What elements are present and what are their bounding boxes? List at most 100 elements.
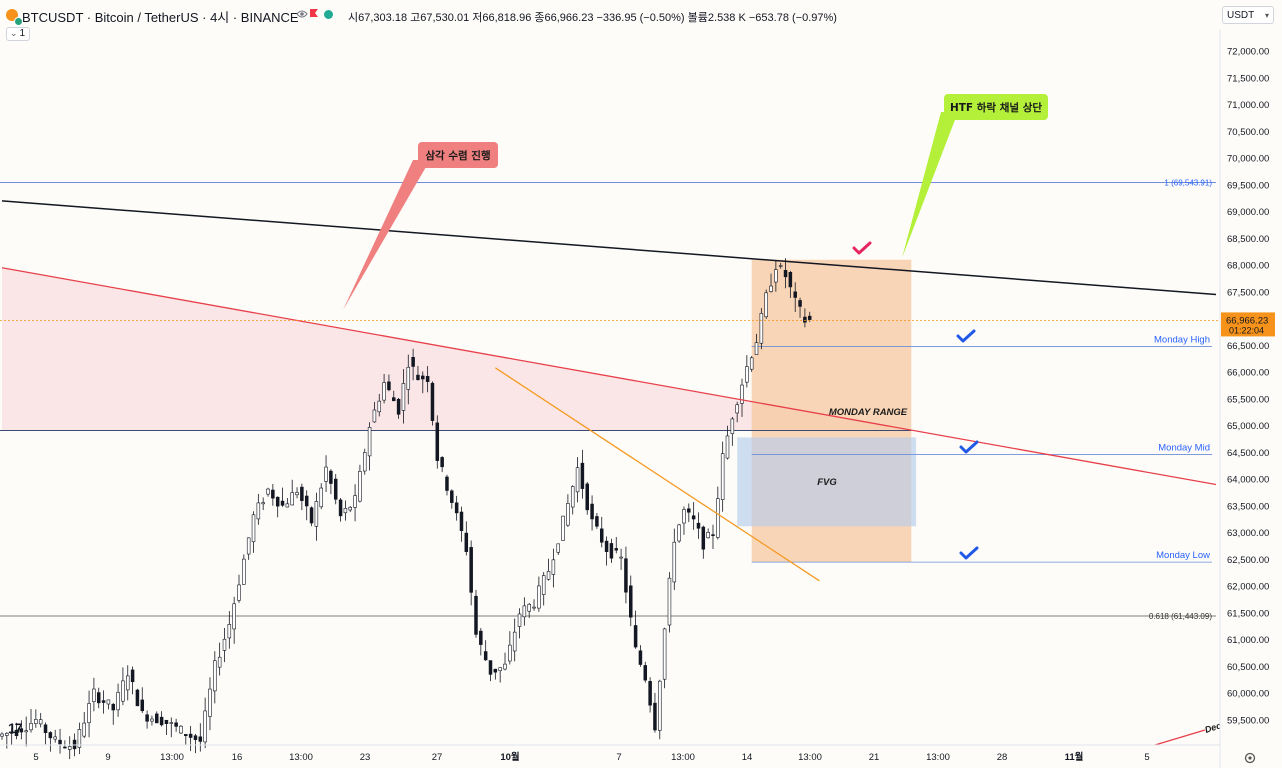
gear-icon[interactable] <box>1243 751 1257 765</box>
x-tick-label: 13:00 <box>160 752 184 763</box>
callout-triangle-pointer <box>343 160 430 310</box>
candle-body <box>754 342 759 355</box>
y-tick-label: 60,500.00 <box>1227 662 1269 673</box>
candle-body <box>614 548 619 551</box>
candle-body <box>198 736 203 742</box>
candle-body <box>604 540 609 552</box>
monday-mid-label: Monday Mid <box>1158 443 1210 454</box>
candle-body <box>803 316 807 323</box>
candle-body <box>237 584 241 601</box>
y-tick-label: 64,500.00 <box>1227 448 1269 459</box>
candle-body <box>532 606 536 609</box>
volume-label: 볼륨 <box>687 12 708 24</box>
flag-icon[interactable] <box>309 8 319 20</box>
y-axis-bg <box>1220 30 1282 768</box>
candle-body <box>0 733 4 737</box>
y-tick-label: 65,000.00 <box>1227 421 1269 432</box>
candle-body <box>193 735 198 740</box>
candle-body <box>67 746 72 750</box>
candle-body <box>643 665 648 681</box>
candle-body <box>184 734 188 736</box>
candle-body <box>72 739 77 750</box>
candle-body <box>304 495 309 507</box>
candle-body <box>135 689 140 707</box>
monday-low-label: Monday Low <box>1156 550 1210 561</box>
currency-select[interactable]: USDT ▾ <box>1222 6 1274 24</box>
callout-triangle-box <box>418 142 498 168</box>
candle-body <box>256 502 261 520</box>
candle-body <box>358 471 362 502</box>
candle-body <box>667 577 672 626</box>
low-label: 저 <box>472 12 483 24</box>
future-trend-line <box>1154 729 1206 746</box>
candle-body <box>512 631 517 652</box>
candle-body <box>672 541 677 583</box>
candle-body <box>242 558 246 585</box>
candle-body <box>653 702 657 731</box>
last-price-label: 66,966.23 <box>1226 315 1268 326</box>
check-monday-low-icon <box>959 546 979 560</box>
indicator-count: 1 <box>19 28 25 39</box>
x-tick-label: 13:00 <box>926 752 950 763</box>
descending-orange-line <box>494 367 820 582</box>
candle-body <box>29 723 33 731</box>
candle-body <box>87 703 91 724</box>
indicator-toggle[interactable]: ⌄ 1 <box>6 27 30 41</box>
candle-body <box>706 532 710 539</box>
candle-body <box>720 453 725 500</box>
candle-body <box>387 381 391 391</box>
candle-body <box>329 470 333 484</box>
x-tick-label: 7 <box>616 752 621 763</box>
monday-high-label: Monday High <box>1154 334 1210 345</box>
candle-body <box>362 452 367 472</box>
eye-icon[interactable] <box>296 8 308 20</box>
candle-body <box>701 526 706 550</box>
y-tick-label: 62,000.00 <box>1227 582 1269 593</box>
candle-body <box>745 366 749 383</box>
candle-body <box>38 719 43 725</box>
high-label: 고 <box>410 12 421 24</box>
check-monday-mid-icon <box>959 440 979 454</box>
candle-body <box>396 398 401 415</box>
candle-body <box>566 503 570 526</box>
x-tick-label: 13:00 <box>671 752 695 763</box>
x-tick-label: 14 <box>742 752 753 763</box>
check-monday-high-icon <box>956 329 976 343</box>
x-tick-label: 27 <box>432 752 443 763</box>
candle-body <box>503 663 507 670</box>
candle-body <box>9 732 14 734</box>
tradingview-logo[interactable]: 17 <box>8 720 23 736</box>
candle-body <box>450 490 454 503</box>
candle-body <box>82 722 86 737</box>
y-tick-label: 66,500.00 <box>1227 341 1269 352</box>
candle-body <box>570 486 575 508</box>
symbol-title[interactable]: BTCUSDT · Bitcoin / TetherUS · 4시 · BINA… <box>22 10 299 25</box>
candle-body <box>246 537 251 555</box>
candle-body <box>343 508 348 514</box>
candle-body <box>372 409 377 423</box>
candle-body <box>280 500 285 506</box>
candle-body <box>150 718 154 722</box>
fvg-label: FVG <box>817 477 837 488</box>
candle-body <box>145 714 149 722</box>
candle-body <box>48 732 53 739</box>
candle-body <box>488 660 493 675</box>
candle-body <box>232 603 236 630</box>
x-tick-label: 13:00 <box>289 752 313 763</box>
candle-body <box>430 382 435 421</box>
candle-body <box>599 528 604 543</box>
x-tick-label: 11월 <box>1065 751 1084 763</box>
y-tick-label: 69,500.00 <box>1227 180 1269 191</box>
candle-body <box>774 269 778 283</box>
x-tick-label: 16 <box>232 752 243 763</box>
change-value: −336.95 (−0.50%) <box>596 12 685 24</box>
candle-body <box>19 728 24 733</box>
callout-htf: HTF 하락 채널 상단 <box>902 94 1048 258</box>
y-tick-label: 70,000.00 <box>1227 154 1269 165</box>
high-value: 67,530.01 <box>420 12 470 24</box>
candle-body <box>130 669 135 683</box>
candle-body <box>546 571 551 580</box>
y-tick-label: 68,500.00 <box>1227 234 1269 245</box>
candle-body <box>658 680 662 731</box>
